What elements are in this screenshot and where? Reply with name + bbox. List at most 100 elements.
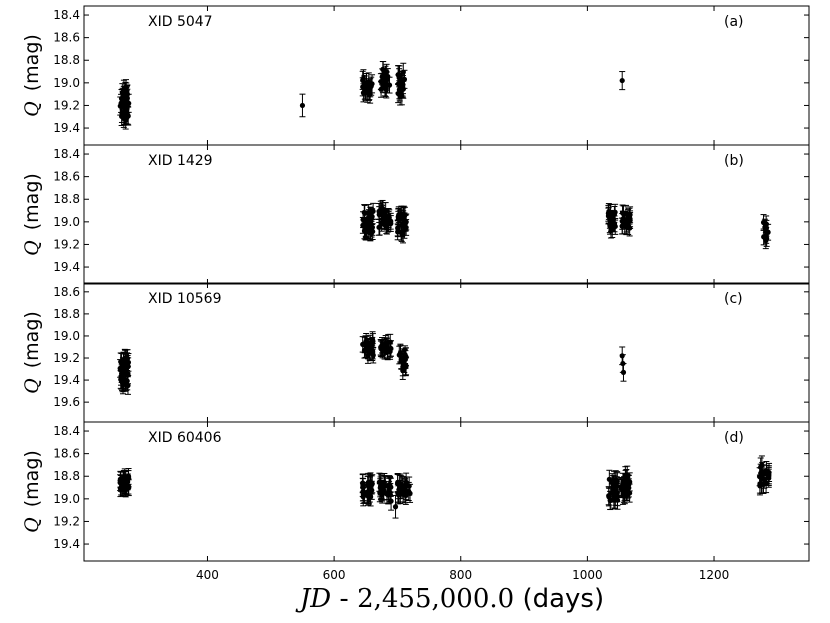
y-tick-label: 18.6: [53, 31, 80, 45]
data-point: [392, 494, 399, 519]
data-marker: [757, 474, 763, 480]
data-marker: [360, 222, 366, 228]
y-axis-label-unit: (mag): [21, 173, 43, 230]
data-point: [623, 481, 630, 502]
y-tick-label: 18.6: [53, 447, 80, 461]
data-marker: [606, 476, 612, 482]
data-marker: [118, 359, 125, 365]
data-point: [384, 215, 391, 233]
data-marker: [118, 477, 124, 483]
data-point: [394, 220, 401, 238]
data-marker: [360, 77, 366, 83]
data-point: [607, 490, 614, 511]
panel-frame: [83, 144, 810, 285]
data-marker: [614, 478, 620, 484]
data-point: [399, 476, 406, 496]
data-point: [122, 88, 129, 108]
data-marker: [369, 487, 375, 493]
y-tick-label: 18.6: [53, 170, 80, 184]
data-point: [359, 70, 366, 90]
data-marker: [403, 353, 409, 360]
data-series: [117, 331, 627, 395]
data-marker: [370, 208, 376, 214]
data-point: [378, 80, 385, 98]
data-point: [117, 96, 124, 116]
data-point: [367, 84, 374, 104]
data-marker: [379, 205, 386, 211]
data-point: [620, 363, 627, 382]
data-point: [125, 470, 132, 487]
data-marker: [395, 479, 401, 486]
data-marker: [761, 471, 767, 477]
data-marker: [124, 363, 130, 369]
data-marker: [400, 482, 406, 489]
data-point: [122, 475, 129, 493]
x-tick-label: 800: [449, 568, 472, 582]
data-marker: [620, 216, 626, 222]
data-marker: [123, 95, 129, 101]
data-marker: [361, 209, 367, 216]
data-point: [369, 341, 376, 359]
data-point: [376, 218, 383, 236]
data-point: [118, 353, 125, 372]
data-point: [760, 228, 767, 246]
data-point: [299, 93, 306, 118]
data-point: [361, 204, 368, 221]
data-marker: [123, 486, 129, 492]
data-marker: [299, 102, 306, 109]
data-point: [756, 467, 763, 487]
data-point: [379, 199, 386, 217]
data-marker: [387, 339, 393, 345]
data-point: [397, 72, 404, 92]
y-axis-label: Q (mag): [21, 450, 43, 533]
data-point: [397, 343, 404, 363]
x-axis-label-dash: -: [331, 584, 357, 614]
data-marker: [367, 91, 373, 97]
data-marker: [363, 341, 370, 347]
data-point: [363, 335, 370, 353]
y-axis-label-symbol: Q: [21, 101, 43, 117]
data-marker: [123, 378, 129, 385]
data-point: [614, 471, 621, 491]
data-marker: [369, 347, 375, 353]
data-marker: [370, 338, 376, 344]
data-point: [398, 225, 405, 242]
data-marker: [384, 348, 391, 354]
data-marker: [388, 498, 394, 504]
y-tick-label: 18.4: [53, 8, 80, 22]
data-point: [400, 352, 407, 371]
data-marker: [376, 208, 382, 214]
data-series: [117, 61, 626, 130]
x-tick-label: 400: [196, 568, 219, 582]
y-axis-label: Q (mag): [21, 34, 43, 117]
y-tick-label: 18.4: [53, 147, 80, 161]
data-marker: [378, 488, 384, 494]
y-tick-label: 19.2: [53, 514, 80, 528]
data-marker: [363, 227, 369, 233]
y-axis-label: Q (mag): [21, 311, 43, 394]
data-marker: [378, 86, 384, 92]
data-marker: [360, 491, 366, 497]
data-marker: [395, 226, 401, 232]
y-tick-label: 18.6: [53, 285, 80, 299]
x-axis-label-jd: JD: [295, 584, 331, 614]
data-marker: [761, 234, 767, 240]
data-point: [368, 220, 375, 238]
data-marker: [125, 475, 132, 482]
source-id-label: XID 60406: [148, 430, 222, 446]
data-marker: [397, 350, 403, 356]
y-axis-label-symbol: Q: [21, 240, 43, 256]
y-tick-label: 19.4: [53, 260, 80, 274]
data-marker: [607, 497, 613, 504]
y-tick-label: 18.8: [53, 307, 80, 321]
source-id-label: XID 1429: [148, 153, 213, 169]
y-axis-label-symbol: Q: [21, 517, 43, 533]
y-tick-label: 19.2: [53, 237, 80, 251]
panel-tag: (a): [724, 14, 744, 30]
data-marker: [121, 102, 127, 108]
data-point: [627, 210, 634, 228]
panel-tag: (d): [724, 430, 744, 446]
y-axis-label-unit: (mag): [21, 450, 43, 507]
data-marker: [122, 481, 128, 487]
